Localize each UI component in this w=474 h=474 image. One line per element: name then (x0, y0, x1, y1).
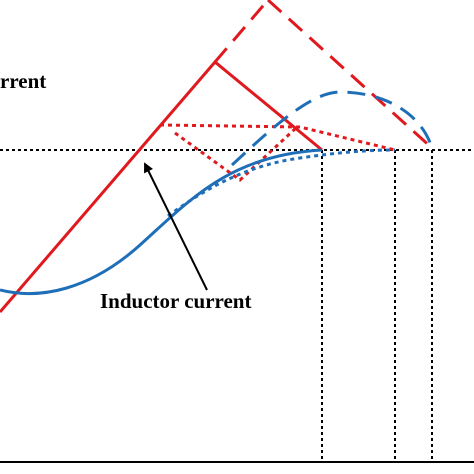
blue-dashed-curve (230, 90, 434, 167)
arrow (144, 162, 208, 291)
blue-dotted-curve (167, 148, 396, 218)
red-solid-line (0, 59, 323, 313)
red-dotted-line (174, 126, 298, 182)
reference-lines (0, 149, 474, 462)
red-lines (0, 0, 434, 313)
blue-curves (0, 90, 434, 296)
label: Inductor current (100, 289, 251, 313)
label: rrent (0, 69, 46, 93)
red-dashed-line (213, 0, 270, 63)
blue-solid-curve (0, 148, 323, 296)
red-dashed-line (266, 0, 434, 150)
